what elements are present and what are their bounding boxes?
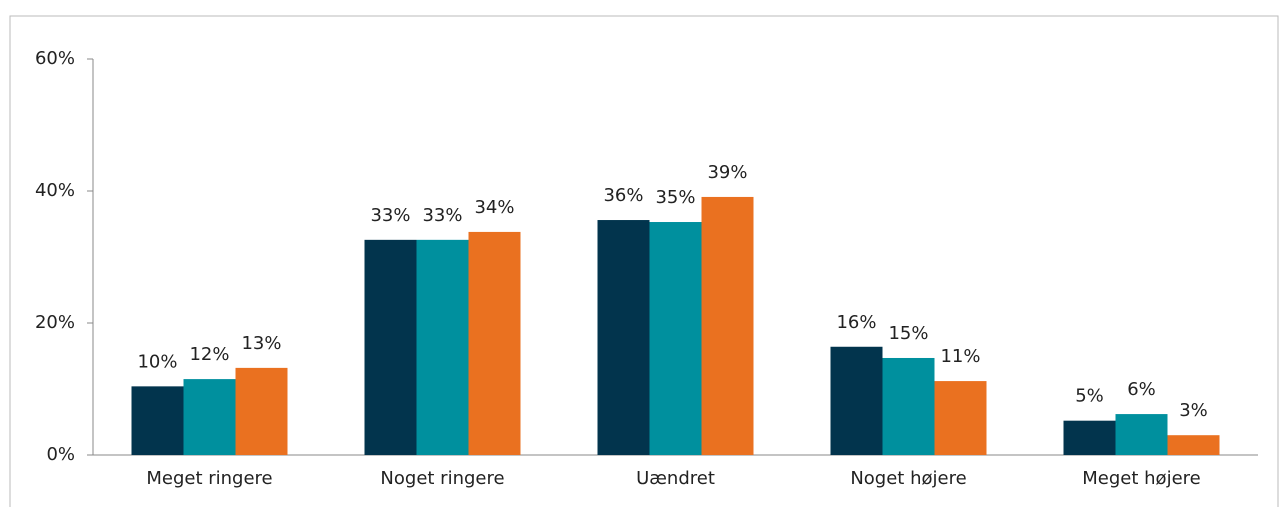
value-label: 35% [655, 187, 695, 208]
value-label: 33% [422, 205, 462, 226]
x-tick-label: Meget ringere [146, 468, 272, 489]
bar [183, 379, 236, 455]
bar [1115, 414, 1168, 455]
value-label: 5% [1075, 386, 1104, 407]
frame [9, 15, 1279, 507]
y-tick-label: 20% [35, 312, 75, 333]
value-label: 6% [1127, 379, 1156, 400]
x-tick-label: Uændret [636, 468, 715, 489]
value-label: 3% [1179, 400, 1208, 421]
bar [934, 381, 987, 455]
value-label: 34% [474, 197, 514, 218]
x-tick-label: Noget ringere [380, 468, 504, 489]
bar [131, 386, 184, 455]
bar [416, 239, 469, 455]
bar [649, 222, 702, 455]
value-label: 12% [189, 344, 229, 365]
value-label: 36% [603, 185, 643, 206]
y-tick-label: 60% [35, 48, 75, 69]
bar [468, 231, 521, 455]
bar [882, 357, 935, 455]
bar [701, 196, 754, 455]
value-label: 15% [888, 323, 928, 344]
value-label: 11% [940, 346, 980, 367]
y-tick-label: 40% [35, 180, 75, 201]
bar [364, 239, 417, 455]
value-label: 16% [836, 312, 876, 333]
bar [597, 220, 650, 455]
value-label: 10% [137, 351, 177, 372]
value-label: 13% [241, 333, 281, 354]
x-tick-label: Noget højere [850, 468, 966, 489]
bar [830, 346, 883, 455]
x-tick-label: Meget højere [1082, 468, 1200, 489]
bar [1167, 435, 1220, 455]
bar [235, 367, 288, 455]
y-tick-label: 0% [46, 444, 75, 465]
value-label: 39% [707, 162, 747, 183]
value-label: 33% [370, 205, 410, 226]
bar [1063, 420, 1116, 455]
